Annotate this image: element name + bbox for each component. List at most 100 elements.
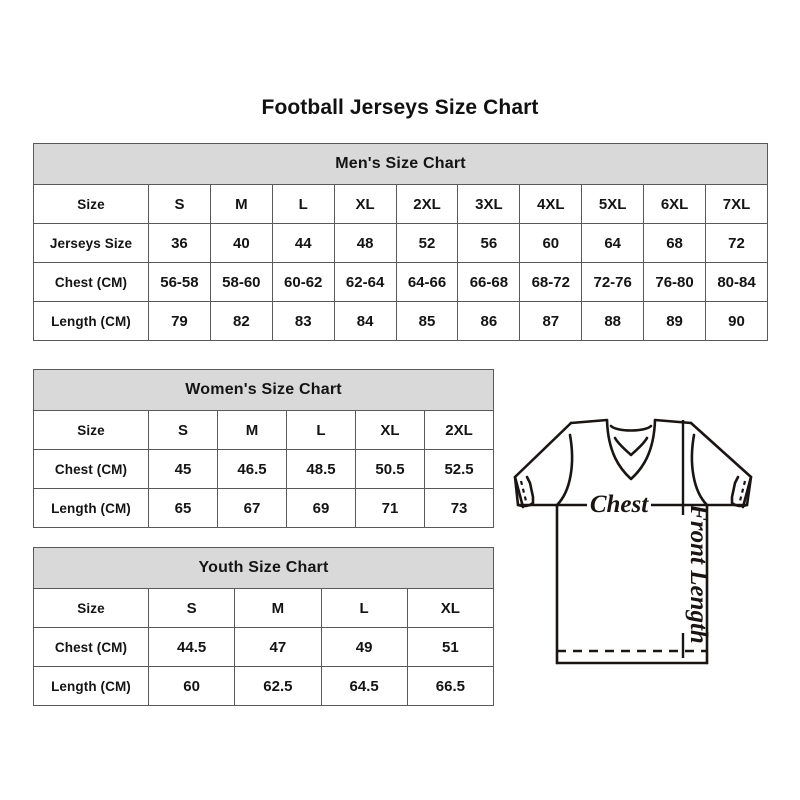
row-label: Length (CM) xyxy=(33,488,149,528)
table-cell: 84 xyxy=(333,301,397,341)
table-row: Length (CM) 65 67 69 71 73 xyxy=(33,488,495,528)
column-header-size: Size xyxy=(33,410,149,450)
table-cell: 46.5 xyxy=(217,449,287,489)
mens-size-chart-table: Men's Size Chart Size S M L XL 2XL 3XL 4… xyxy=(32,143,769,341)
table-header-row: Size S M L XL 2XL 3XL 4XL 5XL 6XL 7XL xyxy=(33,184,769,224)
table-cell: 66.5 xyxy=(406,666,495,706)
table-cell: 62.5 xyxy=(234,666,322,706)
column-header-l: L xyxy=(271,184,335,224)
page-title: Football Jerseys Size Chart xyxy=(261,96,539,119)
table-cell: 90 xyxy=(705,301,769,341)
table-cell: 62-64 xyxy=(333,262,397,302)
table-cell: 47 xyxy=(234,627,322,667)
table-cell: 83 xyxy=(271,301,335,341)
table-cell: 48.5 xyxy=(286,449,356,489)
table-cell: 44 xyxy=(271,223,335,263)
table-cell: 86 xyxy=(457,301,521,341)
table-cell: 82 xyxy=(209,301,273,341)
table-cell: 64.5 xyxy=(320,666,408,706)
column-header-7xl: 7XL xyxy=(705,184,769,224)
table-cell: 60-62 xyxy=(271,262,335,302)
table-cell: 45 xyxy=(148,449,218,489)
table-cell: 69 xyxy=(286,488,356,528)
mens-table-caption: Men's Size Chart xyxy=(32,143,769,185)
table-cell: 72-76 xyxy=(581,262,645,302)
row-label: Chest (CM) xyxy=(33,262,149,302)
table-cell: 88 xyxy=(581,301,645,341)
column-header-5xl: 5XL xyxy=(581,184,645,224)
column-header-3xl: 3XL xyxy=(457,184,521,224)
table-caption-row: Youth Size Chart xyxy=(32,547,495,589)
column-header-l: L xyxy=(286,410,356,450)
table-cell: 67 xyxy=(217,488,287,528)
row-label: Chest (CM) xyxy=(33,449,149,489)
table-cell: 79 xyxy=(148,301,211,341)
column-header-xl: XL xyxy=(406,588,495,628)
table-cell: 58-60 xyxy=(209,262,273,302)
table-cell: 65 xyxy=(148,488,218,528)
row-label: Chest (CM) xyxy=(33,627,149,667)
womens-size-chart-table: Women's Size Chart Size S M L XL 2XL Che… xyxy=(32,369,495,528)
youth-table-caption: Youth Size Chart xyxy=(32,547,495,589)
table-cell: 48 xyxy=(333,223,397,263)
column-header-m: M xyxy=(234,588,322,628)
table-cell: 73 xyxy=(423,488,495,528)
table-cell: 64-66 xyxy=(395,262,459,302)
table-cell: 68 xyxy=(643,223,707,263)
womens-table-caption: Women's Size Chart xyxy=(32,369,495,411)
column-header-s: S xyxy=(148,410,218,450)
column-header-6xl: 6XL xyxy=(643,184,707,224)
front-length-measure-label: Front Length xyxy=(685,503,712,644)
column-header-m: M xyxy=(217,410,287,450)
table-cell: 80-84 xyxy=(705,262,769,302)
table-cell: 60 xyxy=(147,666,236,706)
table-header-row: Size S M L XL 2XL xyxy=(33,410,495,450)
table-cell: 44.5 xyxy=(147,627,236,667)
table-cell: 71 xyxy=(355,488,425,528)
column-header-s: S xyxy=(148,184,211,224)
table-cell: 85 xyxy=(395,301,459,341)
table-cell: 68-72 xyxy=(519,262,583,302)
table-cell: 49 xyxy=(320,627,408,667)
table-cell: 72 xyxy=(705,223,769,263)
table-header-row: Size S M L XL xyxy=(33,588,495,628)
table-row: Length (CM) 79 82 83 84 85 86 87 88 89 9… xyxy=(33,301,769,341)
table-cell: 60 xyxy=(519,223,583,263)
row-label: Length (CM) xyxy=(33,301,149,341)
column-header-l: L xyxy=(320,588,408,628)
table-cell: 87 xyxy=(519,301,583,341)
table-cell: 76-80 xyxy=(643,262,707,302)
table-cell: 50.5 xyxy=(355,449,425,489)
table-row: Length (CM) 60 62.5 64.5 66.5 xyxy=(33,666,495,706)
column-header-4xl: 4XL xyxy=(519,184,583,224)
chest-measure-label: Chest xyxy=(590,491,649,518)
column-header-2xl: 2XL xyxy=(423,410,495,450)
jersey-measurement-diagram: Chest Front Length xyxy=(495,405,790,690)
table-cell: 52.5 xyxy=(423,449,495,489)
table-row: Jerseys Size 36 40 44 48 52 56 60 64 68 … xyxy=(33,223,769,263)
column-header-s: S xyxy=(147,588,236,628)
table-cell: 52 xyxy=(395,223,459,263)
table-row: Chest (CM) 56-58 58-60 60-62 62-64 64-66… xyxy=(33,262,769,302)
table-cell: 36 xyxy=(148,223,211,263)
table-cell: 56 xyxy=(457,223,521,263)
table-cell: 56-58 xyxy=(148,262,211,302)
column-header-size: Size xyxy=(33,184,149,224)
row-label: Jerseys Size xyxy=(33,223,149,263)
table-cell: 64 xyxy=(581,223,645,263)
table-caption-row: Men's Size Chart xyxy=(32,143,769,185)
column-header-xl: XL xyxy=(355,410,425,450)
table-cell: 66-68 xyxy=(457,262,521,302)
table-row: Chest (CM) 45 46.5 48.5 50.5 52.5 xyxy=(33,449,495,489)
table-caption-row: Women's Size Chart xyxy=(32,369,495,411)
column-header-m: M xyxy=(209,184,273,224)
table-cell: 40 xyxy=(209,223,273,263)
column-header-2xl: 2XL xyxy=(395,184,459,224)
column-header-size: Size xyxy=(33,588,149,628)
youth-size-chart-table: Youth Size Chart Size S M L XL Chest (CM… xyxy=(32,547,495,706)
row-label: Length (CM) xyxy=(33,666,149,706)
table-cell: 89 xyxy=(643,301,707,341)
table-row: Chest (CM) 44.5 47 49 51 xyxy=(33,627,495,667)
table-cell: 51 xyxy=(406,627,495,667)
